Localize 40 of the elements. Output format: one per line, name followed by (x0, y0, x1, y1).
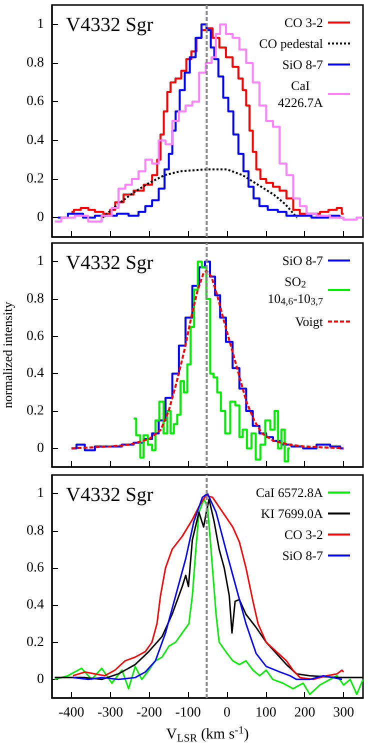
y-tick-label: 0.2 (26, 634, 44, 650)
annotation: V4332 Sgr (66, 14, 154, 36)
annotation: V4332 Sgr (66, 484, 154, 506)
y-tick-label: 0.6 (26, 94, 44, 110)
x-tick-label: 300 (333, 706, 354, 720)
legend-label: Voigt (295, 314, 324, 329)
y-tick-label: 0.6 (26, 560, 44, 576)
x-tick-label: -200 (136, 706, 162, 720)
legend-label: SiO 8-7 (282, 57, 324, 72)
x-tick-label: -300 (97, 706, 124, 720)
x-tick-label: 100 (255, 706, 276, 720)
y-tick-label: 0.4 (26, 598, 44, 613)
legend-label: CO pedestal (259, 36, 324, 51)
y-tick-label: 0 (37, 440, 44, 456)
y-tick-label: 0 (37, 672, 44, 687)
y-tick-label: 0.4 (26, 366, 44, 382)
legend-label: CO 3-2 (284, 15, 323, 30)
legend-label: CaI 4226.7A (278, 78, 324, 110)
legend-label: SiO 8-7 (282, 548, 324, 563)
x-tick-label: -100 (175, 706, 201, 720)
legend-label: KI 7699.0A (260, 506, 324, 521)
y-tick-label: 1 (37, 254, 44, 270)
y-tick-label: 0 (37, 210, 44, 226)
y-axis-title: normalized intensity (0, 301, 15, 408)
x-tick-label: 0 (223, 706, 230, 720)
legend-label: SiO 8-7 (282, 253, 324, 268)
y-tick-label: 0.8 (26, 292, 44, 306)
x-tick-label: -400 (58, 706, 84, 720)
y-tick-label: 1 (37, 486, 44, 502)
y-tick-label: 1 (37, 16, 44, 32)
legend-label: CO 3-2 (284, 527, 323, 542)
legend-label: CaI 6572.8A (256, 485, 324, 500)
x-tick-label: 200 (294, 706, 316, 720)
y-tick-label: 0.6 (26, 328, 44, 344)
y-tick-label: 0.4 (26, 132, 44, 148)
y-tick-label: 0.2 (26, 172, 44, 186)
y-tick-label: 0.8 (26, 523, 44, 538)
annotation: V4332 Sgr (66, 252, 154, 274)
y-tick-label: 0.8 (26, 56, 44, 70)
y-tick-label: 0.2 (26, 404, 44, 418)
